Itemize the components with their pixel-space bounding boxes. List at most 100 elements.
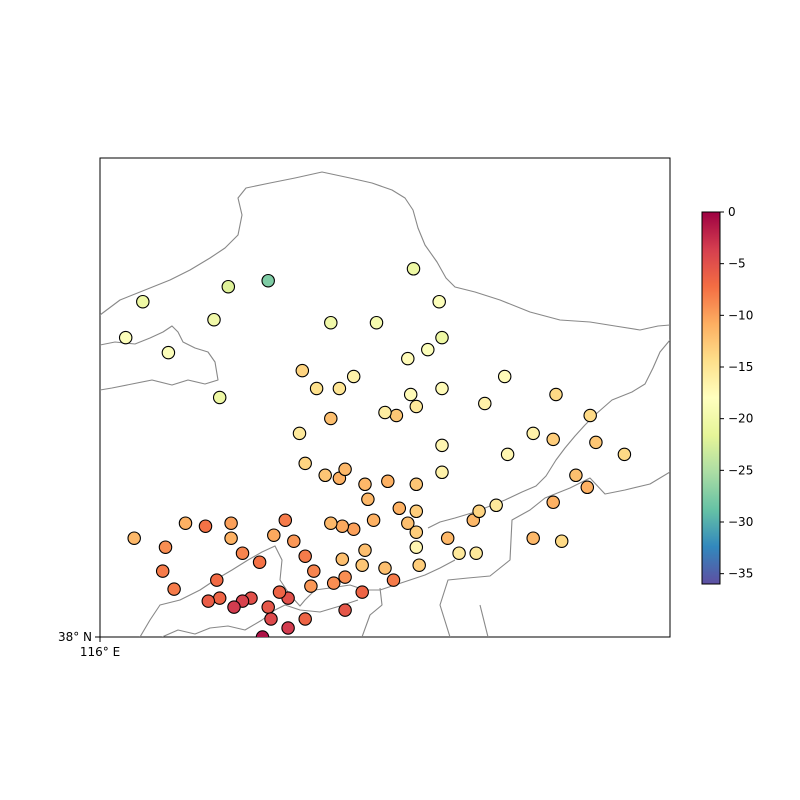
colorbar: 0 −5 −10 −15 −20 −25 −30 −35 bbox=[701, 205, 753, 585]
station-point bbox=[298, 456, 312, 471]
station-point bbox=[261, 600, 275, 614]
station-point bbox=[227, 600, 241, 614]
station-point bbox=[435, 330, 449, 345]
station-point bbox=[409, 399, 424, 414]
korea-boundary bbox=[439, 471, 670, 637]
station-point bbox=[421, 342, 435, 357]
station-point bbox=[366, 513, 381, 527]
station-point bbox=[497, 369, 512, 384]
station-point bbox=[569, 468, 583, 483]
station-point bbox=[335, 552, 350, 566]
station-point bbox=[355, 585, 369, 599]
colorbar-ticks: 0 −5 −10 −15 −20 −25 −30 −35 bbox=[720, 205, 753, 581]
y-tick-label: 38° N bbox=[58, 630, 92, 644]
station-point bbox=[435, 438, 449, 453]
colorbar-tick-label: −10 bbox=[728, 308, 753, 322]
station-point bbox=[338, 570, 352, 584]
station-point bbox=[389, 408, 404, 423]
station-markers bbox=[118, 262, 632, 637]
station-point bbox=[235, 546, 250, 560]
station-point bbox=[292, 426, 307, 441]
korea-west bbox=[479, 604, 489, 637]
station-point bbox=[287, 534, 301, 548]
station-point bbox=[386, 573, 401, 587]
station-point bbox=[617, 447, 632, 462]
station-point bbox=[580, 480, 595, 495]
station-point bbox=[583, 408, 597, 423]
colorbar-tick-label: 0 bbox=[728, 205, 736, 219]
station-point bbox=[412, 558, 426, 572]
station-point bbox=[409, 540, 424, 554]
station-point bbox=[589, 435, 603, 450]
station-point bbox=[546, 495, 560, 510]
map-frame bbox=[99, 157, 671, 638]
station-point bbox=[381, 474, 395, 489]
station-point bbox=[167, 582, 181, 596]
station-point bbox=[554, 534, 569, 548]
station-point bbox=[307, 564, 321, 578]
station-point bbox=[332, 381, 347, 396]
station-point bbox=[403, 387, 418, 402]
station-point bbox=[478, 396, 492, 411]
station-point bbox=[212, 390, 227, 405]
station-point bbox=[261, 273, 275, 288]
station-point bbox=[409, 525, 424, 539]
station-point bbox=[118, 330, 133, 345]
station-point bbox=[278, 513, 293, 527]
station-point bbox=[264, 612, 278, 626]
station-point bbox=[324, 315, 338, 330]
station-point bbox=[378, 561, 392, 575]
station-point bbox=[224, 516, 238, 530]
station-point bbox=[346, 369, 361, 384]
station-point bbox=[127, 531, 141, 545]
station-point bbox=[546, 432, 560, 447]
station-point bbox=[224, 531, 238, 545]
station-point bbox=[298, 612, 312, 626]
x-tick-label: 116° E bbox=[80, 645, 120, 659]
station-point bbox=[212, 591, 227, 605]
station-point bbox=[309, 381, 324, 396]
station-point bbox=[210, 573, 224, 587]
station-point bbox=[358, 543, 372, 557]
station-point bbox=[298, 549, 312, 563]
bohai-coast bbox=[161, 599, 359, 637]
station-point bbox=[207, 312, 221, 327]
colorbar-tick-label: −15 bbox=[728, 360, 753, 374]
station-point bbox=[304, 579, 318, 593]
station-point bbox=[324, 411, 338, 426]
colorbar-tick-label: −25 bbox=[728, 463, 753, 477]
station-point bbox=[198, 519, 213, 533]
station-point bbox=[406, 262, 421, 276]
station-point bbox=[369, 315, 384, 330]
station-point bbox=[440, 531, 455, 545]
station-point bbox=[526, 531, 540, 545]
station-point bbox=[267, 528, 281, 542]
station-point bbox=[255, 630, 270, 637]
station-point bbox=[326, 576, 341, 590]
station-point bbox=[432, 294, 446, 309]
station-point bbox=[469, 546, 483, 560]
station-point bbox=[358, 477, 372, 492]
station-point bbox=[435, 465, 449, 480]
station-point bbox=[158, 540, 173, 554]
station-point bbox=[178, 516, 193, 530]
station-point bbox=[155, 564, 170, 578]
colorbar-tick-label: −35 bbox=[728, 567, 753, 581]
station-point bbox=[346, 522, 361, 536]
korea-inner bbox=[361, 587, 383, 637]
station-point bbox=[435, 381, 449, 396]
station-point bbox=[378, 405, 392, 420]
station-point bbox=[201, 594, 216, 608]
station-point bbox=[338, 603, 352, 617]
station-point bbox=[272, 585, 287, 599]
colorbar-tick-label: −20 bbox=[728, 412, 753, 426]
inner-boundary bbox=[100, 325, 219, 391]
station-point bbox=[401, 516, 415, 530]
station-point bbox=[161, 345, 176, 360]
colorbar-tick-label: −30 bbox=[728, 515, 753, 529]
station-point bbox=[252, 555, 267, 569]
station-point bbox=[452, 546, 466, 560]
station-point bbox=[526, 426, 540, 441]
station-point bbox=[409, 477, 424, 492]
station-point bbox=[500, 447, 515, 462]
